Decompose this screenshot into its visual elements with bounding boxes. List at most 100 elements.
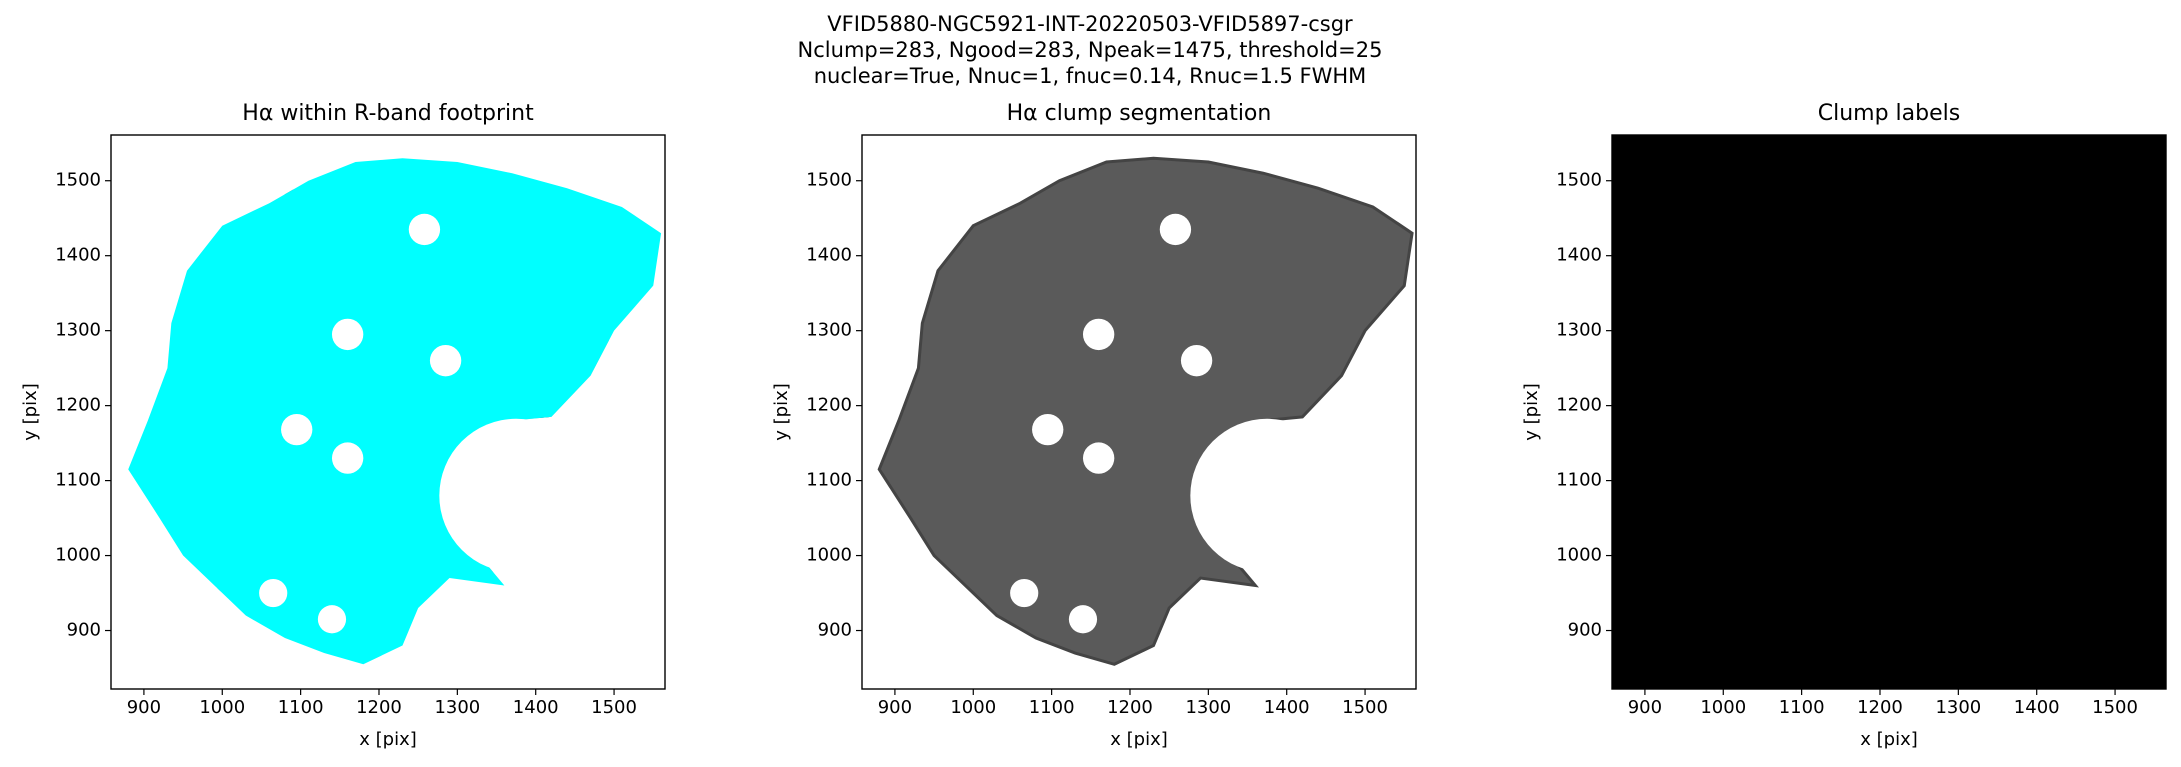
emission-spot <box>568 423 573 429</box>
clump-marker <box>1300 605 1315 621</box>
image-panel <box>1612 135 2166 689</box>
clump-marker <box>1339 450 1354 465</box>
x-tick-label: 1500 <box>2092 697 2138 718</box>
clump-tick <box>1307 608 1318 614</box>
emission-spot <box>183 241 195 253</box>
mask-hole <box>1082 318 1115 351</box>
x-tick-label: 1400 <box>1264 697 1310 718</box>
axes-frame <box>861 134 1417 690</box>
clump-marker <box>1321 556 1333 568</box>
mask-hole <box>408 213 441 246</box>
image-panel <box>877 156 1414 666</box>
emission-spot <box>180 204 186 209</box>
clump-tick <box>1354 631 1366 637</box>
y-tick-label: 1100 <box>1556 470 1602 491</box>
clump-marker <box>1294 638 1310 653</box>
subplot-title: Hα clump segmentation <box>1007 101 1272 126</box>
mask-hole <box>281 413 313 446</box>
clump-tick <box>1265 640 1277 647</box>
clump-tick <box>1270 594 1282 601</box>
clump-tick <box>1353 486 1365 492</box>
y-tick-label: 1100 <box>55 470 101 491</box>
clump-marker <box>1310 570 1326 587</box>
mask-hole <box>1010 578 1039 608</box>
clump-marker <box>1333 534 1349 550</box>
y-tick-label: 1000 <box>806 545 852 566</box>
clump-tick <box>1355 366 1366 373</box>
emission-spot <box>542 578 555 590</box>
x-tick-label: 1500 <box>591 697 637 718</box>
mask-hole <box>1068 605 1098 634</box>
clump-marker <box>1249 614 1264 630</box>
x-tick-label: 1200 <box>1107 697 1153 718</box>
x-tick-label: 1200 <box>356 697 402 718</box>
x-tick-label: 1100 <box>1029 697 1075 718</box>
mask-hole <box>429 344 462 377</box>
clump-tick <box>936 191 947 198</box>
x-tick-label: 1100 <box>1779 697 1825 718</box>
clump-tick <box>1256 617 1267 623</box>
emission-spot <box>600 567 604 571</box>
y-tick-label: 1000 <box>1556 545 1602 566</box>
y-tick-label: 1400 <box>1556 245 1602 266</box>
x-tick-label: 900 <box>878 697 912 718</box>
y-tick-label: 1000 <box>55 545 101 566</box>
emission-spot <box>599 560 604 565</box>
clump-tick <box>1301 640 1313 647</box>
clump-marker <box>931 575 947 591</box>
subplot-title: Hα within R-band footprint <box>242 101 534 126</box>
emission-spot <box>614 502 624 511</box>
clump-marker <box>1320 593 1334 607</box>
y-tick-label: 1100 <box>806 470 852 491</box>
emission-spot <box>612 390 617 396</box>
y-axis-label: y [pix] <box>771 383 792 441</box>
clump-tick <box>1254 596 1266 603</box>
x-tick-label: 1000 <box>199 697 245 718</box>
emission-spot <box>193 238 198 242</box>
y-tick-label: 1300 <box>806 320 852 341</box>
clump-tick <box>1382 358 1394 364</box>
clump-marker <box>1347 364 1364 380</box>
subplot-title: Clump labels <box>1818 101 1960 126</box>
image-panel <box>128 158 662 665</box>
clump-marker <box>1355 184 1371 200</box>
clump-tick <box>938 578 950 584</box>
emission-spot <box>601 465 614 478</box>
clump-marker <box>944 576 960 592</box>
clump-marker <box>1347 628 1363 644</box>
emission-spot <box>452 581 464 592</box>
mask-hole <box>439 418 593 573</box>
y-tick-label: 1500 <box>806 170 852 191</box>
emission-spot <box>584 582 596 595</box>
segmentation-map <box>877 156 1414 666</box>
x-tick-label: 1000 <box>1700 697 1746 718</box>
y-tick-label: 900 <box>1568 620 1602 641</box>
emission-spot <box>616 496 625 505</box>
clump-marker <box>1263 592 1278 607</box>
y-tick-label: 1200 <box>1556 395 1602 416</box>
clump-tick <box>1334 445 1346 452</box>
emission-spot <box>598 359 607 367</box>
clump-marker <box>1257 638 1270 651</box>
clump-marker <box>1259 638 1273 653</box>
clump-marker <box>1020 635 1032 647</box>
clump-marker <box>1369 437 1382 451</box>
clump-tick <box>1317 574 1329 580</box>
clump-marker <box>929 189 944 204</box>
clump-tick <box>1234 603 1246 609</box>
x-tick-label: 1400 <box>513 697 559 718</box>
mask-hole <box>1159 213 1192 246</box>
clump-tick <box>1362 187 1374 193</box>
clump-tick <box>986 187 997 194</box>
image-background <box>1612 135 2166 689</box>
y-tick-label: 1400 <box>806 245 852 266</box>
emission-spot <box>510 579 516 585</box>
axes-frame <box>1611 134 2167 690</box>
y-axis-label: y [pix] <box>20 383 41 441</box>
x-axis-label: x [pix] <box>1860 729 1918 750</box>
figure-title: Nclump=283, Ngood=283, Npeak=1475, thres… <box>798 38 1383 62</box>
x-tick-label: 1300 <box>1185 697 1231 718</box>
y-tick-label: 1200 <box>806 395 852 416</box>
figure-title: VFID5880-NGC5921-INT-20220503-VFID5897-c… <box>827 12 1353 36</box>
